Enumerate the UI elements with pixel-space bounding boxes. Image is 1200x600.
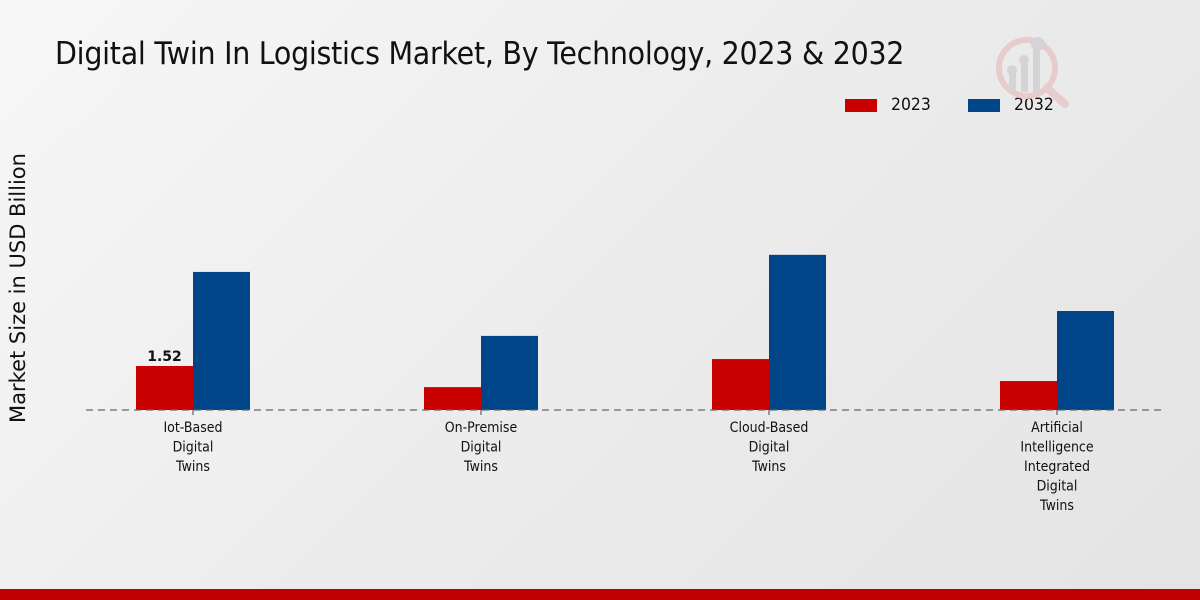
x-tick-label: On-Premise — [445, 420, 517, 436]
bar-2032-0[interactable] — [193, 271, 250, 410]
bar-2023-3[interactable] — [1000, 381, 1057, 410]
legend-item-2032[interactable]: 2032 — [968, 95, 1057, 115]
bar-2032-1[interactable] — [481, 335, 538, 410]
market-research-logo-icon — [996, 37, 1069, 108]
x-tick-label: Digital — [749, 440, 790, 456]
x-tick-label: Twins — [1039, 498, 1074, 514]
x-tick-label: Cloud-Based — [730, 420, 809, 436]
footer-bar — [0, 589, 1200, 600]
legend-label: 2032 — [1014, 95, 1055, 115]
legend: 2023 2032 — [845, 95, 1092, 115]
bar-2032-2[interactable] — [769, 254, 826, 410]
bar-2032-3[interactable] — [1057, 311, 1114, 410]
chart-title: Digital Twin In Logistics Market, By Tec… — [55, 36, 905, 72]
x-tick-label: Twins — [751, 459, 786, 475]
bar-2023-2[interactable] — [712, 359, 769, 410]
x-tick-label: Artificial — [1031, 420, 1083, 436]
x-tick-label: Intelligence — [1020, 440, 1093, 456]
legend-swatch-2023 — [845, 98, 877, 112]
legend-swatch-2032 — [968, 98, 1001, 112]
x-tick-label: Digital — [173, 440, 214, 456]
x-tick-label: Twins — [463, 459, 498, 475]
x-tick-label: Twins — [175, 459, 210, 475]
data-label: 1.52 — [147, 349, 182, 365]
x-tick-label: Digital — [1037, 479, 1078, 495]
x-tick-label: Integrated — [1024, 459, 1090, 475]
legend-item-2023[interactable]: 2023 — [845, 95, 934, 115]
bar-2023-0[interactable] — [136, 366, 193, 410]
legend-label: 2023 — [891, 95, 931, 115]
x-tick-label: Iot-Based — [163, 420, 222, 436]
bar-2023-1[interactable] — [424, 387, 481, 410]
x-tick-label: Digital — [461, 440, 502, 456]
